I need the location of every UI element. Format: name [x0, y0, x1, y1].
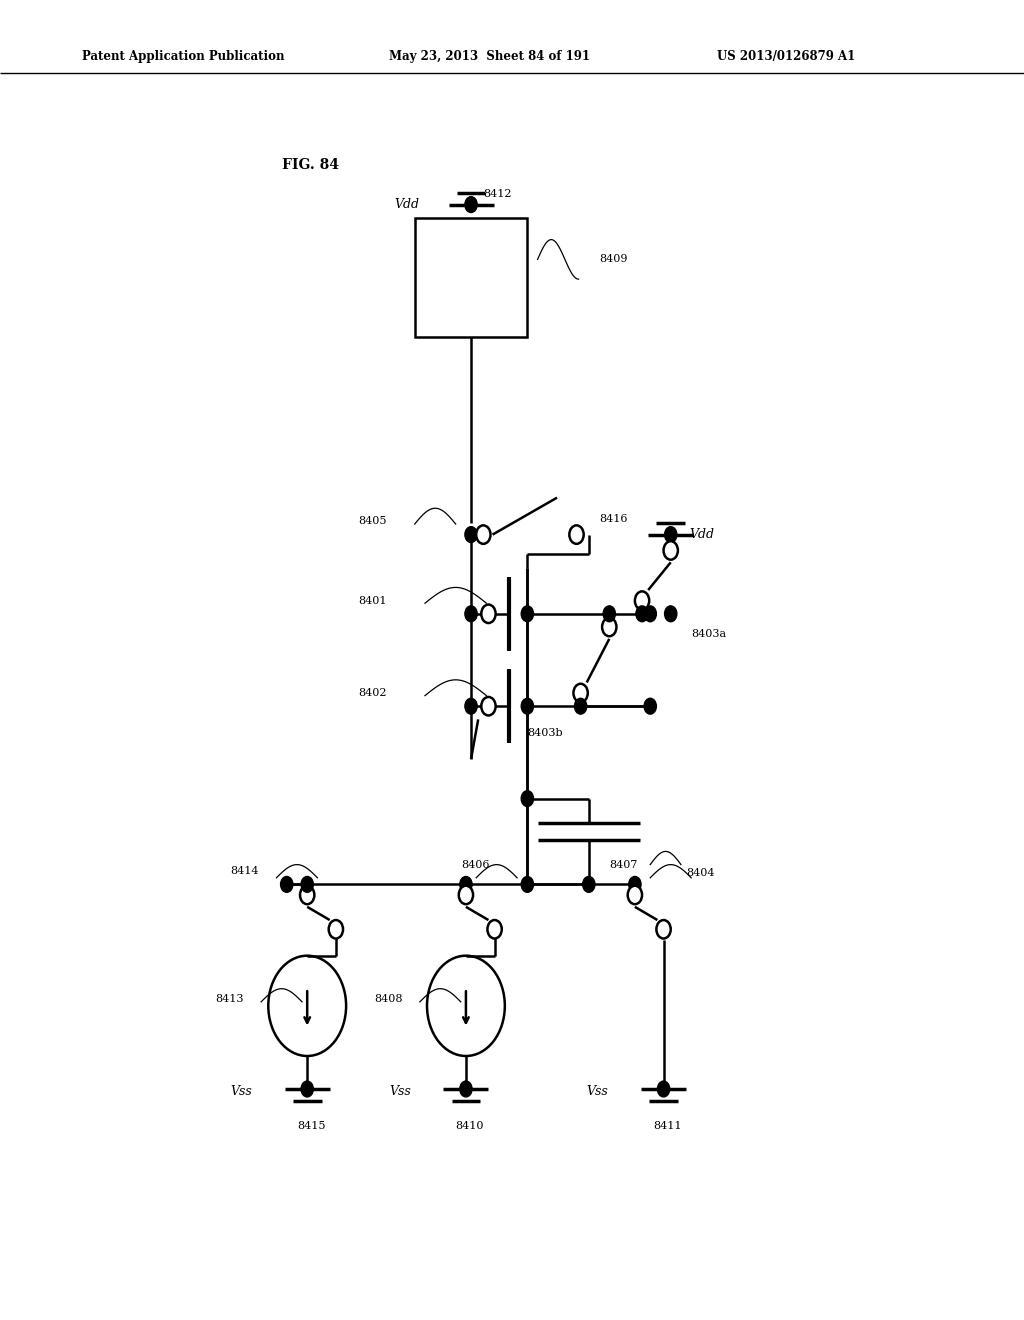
- Circle shape: [569, 525, 584, 544]
- Circle shape: [329, 920, 343, 939]
- Circle shape: [665, 606, 677, 622]
- Text: Vss: Vss: [230, 1085, 252, 1098]
- Text: 8401: 8401: [358, 595, 387, 606]
- Circle shape: [644, 606, 656, 622]
- Circle shape: [602, 618, 616, 636]
- Circle shape: [628, 886, 642, 904]
- Circle shape: [481, 605, 496, 623]
- Text: Vdd: Vdd: [689, 528, 714, 541]
- Text: 8402: 8402: [358, 688, 387, 698]
- Bar: [415, 218, 527, 337]
- Circle shape: [603, 606, 615, 622]
- Circle shape: [521, 606, 534, 622]
- Circle shape: [574, 698, 587, 714]
- Circle shape: [583, 876, 595, 892]
- Text: FIG. 84: FIG. 84: [282, 158, 339, 172]
- Circle shape: [281, 876, 293, 892]
- Text: 8405: 8405: [358, 516, 387, 527]
- Circle shape: [465, 606, 477, 622]
- Circle shape: [521, 698, 534, 714]
- Circle shape: [481, 697, 496, 715]
- Circle shape: [465, 698, 477, 714]
- Text: 8409: 8409: [599, 255, 628, 264]
- Circle shape: [664, 541, 678, 560]
- Circle shape: [573, 684, 588, 702]
- Text: 8403a: 8403a: [691, 628, 726, 639]
- Circle shape: [460, 876, 472, 892]
- Circle shape: [656, 920, 671, 939]
- Circle shape: [629, 876, 641, 892]
- Circle shape: [487, 920, 502, 939]
- Circle shape: [635, 591, 649, 610]
- Text: Vss: Vss: [389, 1085, 411, 1098]
- Circle shape: [300, 886, 314, 904]
- Circle shape: [521, 876, 534, 892]
- Circle shape: [636, 606, 648, 622]
- Circle shape: [465, 197, 477, 213]
- Text: 8411: 8411: [653, 1121, 682, 1131]
- Text: 8407: 8407: [609, 859, 638, 870]
- Circle shape: [459, 886, 473, 904]
- Text: 8415: 8415: [297, 1121, 326, 1131]
- Text: US 2013/0126879 A1: US 2013/0126879 A1: [717, 50, 855, 63]
- Text: Vss: Vss: [587, 1085, 608, 1098]
- Circle shape: [465, 527, 477, 543]
- Text: 8416: 8416: [599, 513, 628, 524]
- Circle shape: [665, 527, 677, 543]
- Text: 8414: 8414: [230, 866, 259, 876]
- Text: 8406: 8406: [461, 859, 489, 870]
- Text: May 23, 2013  Sheet 84 of 191: May 23, 2013 Sheet 84 of 191: [389, 50, 590, 63]
- Text: 8413: 8413: [215, 994, 244, 1005]
- Circle shape: [476, 525, 490, 544]
- Text: 8410: 8410: [456, 1121, 484, 1131]
- Text: 8404: 8404: [686, 867, 715, 878]
- Text: Vdd: Vdd: [394, 198, 419, 211]
- Text: 8408: 8408: [374, 994, 402, 1005]
- Text: 8403b: 8403b: [527, 727, 563, 738]
- Circle shape: [301, 876, 313, 892]
- Text: Patent Application Publication: Patent Application Publication: [82, 50, 285, 63]
- Circle shape: [301, 1081, 313, 1097]
- Circle shape: [521, 791, 534, 807]
- Circle shape: [460, 1081, 472, 1097]
- Circle shape: [657, 1081, 670, 1097]
- Text: 8412: 8412: [483, 189, 512, 199]
- Circle shape: [644, 698, 656, 714]
